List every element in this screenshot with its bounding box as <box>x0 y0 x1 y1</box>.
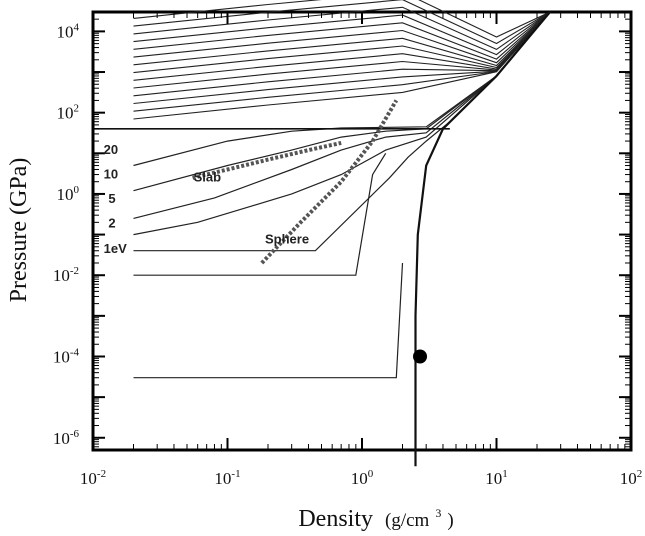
y-tick-label-1: 102 <box>57 103 80 123</box>
curves-layer <box>93 0 551 467</box>
x-tick-exp: 2 <box>637 468 643 480</box>
x-tick-label-2: 100 <box>351 468 374 488</box>
isotherm-line-1 <box>133 11 551 236</box>
annotation-label-4: 1eV <box>104 241 127 256</box>
x-tick-exp: -1 <box>231 468 240 480</box>
high-isotherm-line-4 <box>133 11 551 89</box>
annotation-label-1: 10 <box>104 166 118 181</box>
high-isotherm-line-12 <box>133 0 551 45</box>
ramp-line-0 <box>133 152 387 276</box>
x-axis-title-unit: (g/cm <box>385 510 430 531</box>
y-tick-label-5: 10-6 <box>53 428 80 448</box>
y-tick-exp: -2 <box>70 265 79 277</box>
y-tick-exp: 2 <box>74 103 80 115</box>
y-tick-exp: 4 <box>74 21 80 33</box>
y-tick-base: 10 <box>57 104 74 123</box>
plot-frame <box>91 10 633 452</box>
reference-marker <box>413 349 428 364</box>
x-tick-base: 10 <box>351 469 368 488</box>
high-isotherm-line-11 <box>133 6 551 51</box>
high-isotherm-line-7 <box>133 11 551 67</box>
y-axis-title: Pressure (GPa) <box>6 158 32 303</box>
annotation-label-2: 5 <box>108 191 115 206</box>
x-axis-title: Density (g/cm 3 ) <box>298 497 453 532</box>
y-tick-label-4: 10-4 <box>53 346 80 366</box>
x-tick-label-1: 10-1 <box>214 468 240 488</box>
x-tick-exp: -2 <box>97 468 106 480</box>
x-tick-label-4: 102 <box>620 468 643 488</box>
y-tick-exp: 0 <box>74 184 80 196</box>
high-isotherm-line-6 <box>133 11 551 74</box>
x-tick-exp: 0 <box>368 468 374 480</box>
x-tick-base: 10 <box>214 469 231 488</box>
y-tick-base: 10 <box>53 266 70 285</box>
annotation-label-6: Sphere <box>265 232 309 247</box>
high-isotherm-line-5 <box>133 11 551 81</box>
trajectory-slab <box>192 140 342 180</box>
x-tick-exp: 1 <box>502 468 508 480</box>
annotation-label-3: 2 <box>108 215 115 230</box>
x-axis-title-sup: 3 <box>435 506 441 520</box>
x-tick-label-0: 10-2 <box>80 468 106 488</box>
high-isotherm-line-8 <box>133 11 551 64</box>
x-tick-base: 10 <box>485 469 502 488</box>
annotation-label-0: 20 <box>104 142 118 157</box>
annotation-label-5: Slab <box>194 170 222 185</box>
y-tick-label-0: 104 <box>57 21 80 41</box>
ticks-layer <box>92 11 632 451</box>
trajectory-sphere <box>260 99 399 265</box>
x-tick-label-3: 101 <box>485 468 508 488</box>
high-isotherm-line-1 <box>133 11 551 112</box>
y-tick-label-3: 10-2 <box>53 265 79 285</box>
isotherm-line-0 <box>133 11 551 252</box>
ramp-line-1 <box>133 262 404 379</box>
y-tick-base: 10 <box>57 22 74 41</box>
x-axis-title-main: Density <box>298 506 373 532</box>
y-tick-exp: -4 <box>70 346 80 358</box>
y-tick-label-2: 100 <box>57 184 80 204</box>
x-tick-base: 10 <box>620 469 637 488</box>
x-tick-base: 10 <box>80 469 97 488</box>
y-tick-base: 10 <box>57 185 74 204</box>
annotations-layer: 20 10 5 2 1eV Slab Sphere <box>104 142 309 256</box>
high-isotherm-line-9 <box>133 11 551 60</box>
y-tick-base: 10 <box>53 429 70 448</box>
cold-curve-line-0 <box>414 11 551 467</box>
x-axis-title-close: ) <box>447 510 453 531</box>
high-isotherm-line-13 <box>133 0 551 38</box>
y-tick-base: 10 <box>53 347 70 366</box>
y-tick-exp: -6 <box>70 428 80 440</box>
